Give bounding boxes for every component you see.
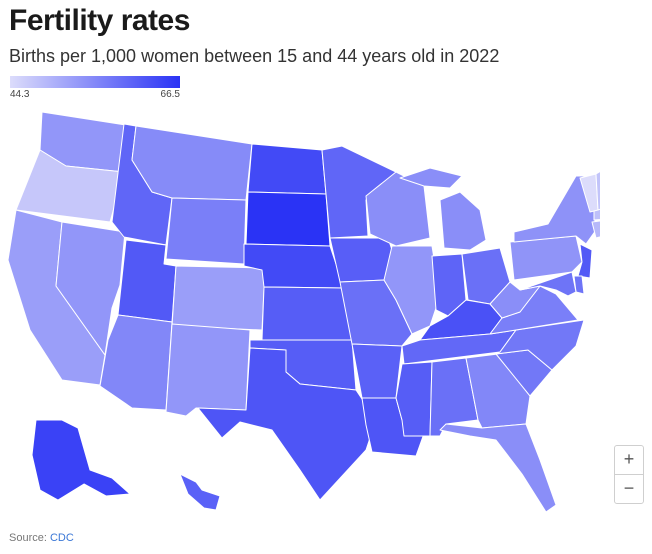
state-CT[interactable] <box>591 220 600 239</box>
legend-gradient-bar <box>10 76 180 88</box>
state-MA[interactable] <box>593 204 600 221</box>
state-CO[interactable] <box>171 265 266 331</box>
color-legend: 44.3 66.5 <box>10 76 180 100</box>
legend-min-label: 44.3 <box>10 89 30 100</box>
state-MI[interactable] <box>439 191 487 251</box>
state-TX[interactable] <box>197 347 377 501</box>
state-HI[interactable] <box>179 473 221 511</box>
source-note: Source: CDC <box>9 532 74 544</box>
state-MI-upper[interactable] <box>399 167 463 189</box>
state-AR[interactable] <box>351 343 403 399</box>
zoom-in-button[interactable]: + <box>623 449 635 469</box>
state-NM[interactable] <box>165 323 251 417</box>
state-WI[interactable] <box>365 171 431 247</box>
state-MD[interactable] <box>519 271 577 297</box>
state-NJ[interactable] <box>577 243 593 279</box>
zoom-out-button[interactable]: − <box>615 474 643 503</box>
state-IL[interactable] <box>383 245 441 335</box>
state-WY[interactable] <box>165 197 247 265</box>
chart-subtitle: Births per 1,000 women between 15 and 44… <box>9 46 500 66</box>
state-FL[interactable] <box>439 423 557 513</box>
state-SD[interactable] <box>245 191 331 247</box>
us-choropleth-map <box>7 111 600 513</box>
state-AK[interactable] <box>31 419 131 501</box>
zoom-controls: + − <box>614 445 644 504</box>
source-link[interactable]: CDC <box>49 532 74 544</box>
state-ND[interactable] <box>247 143 327 195</box>
state-AZ[interactable] <box>99 314 173 411</box>
source-prefix: Source: <box>9 532 50 544</box>
state-MT[interactable] <box>131 125 253 201</box>
chart-title: Fertility rates <box>9 4 190 37</box>
state-KS[interactable] <box>261 286 353 341</box>
legend-max-label: 66.5 <box>160 89 180 100</box>
state-MN[interactable] <box>321 145 397 239</box>
state-NH[interactable] <box>595 168 600 211</box>
